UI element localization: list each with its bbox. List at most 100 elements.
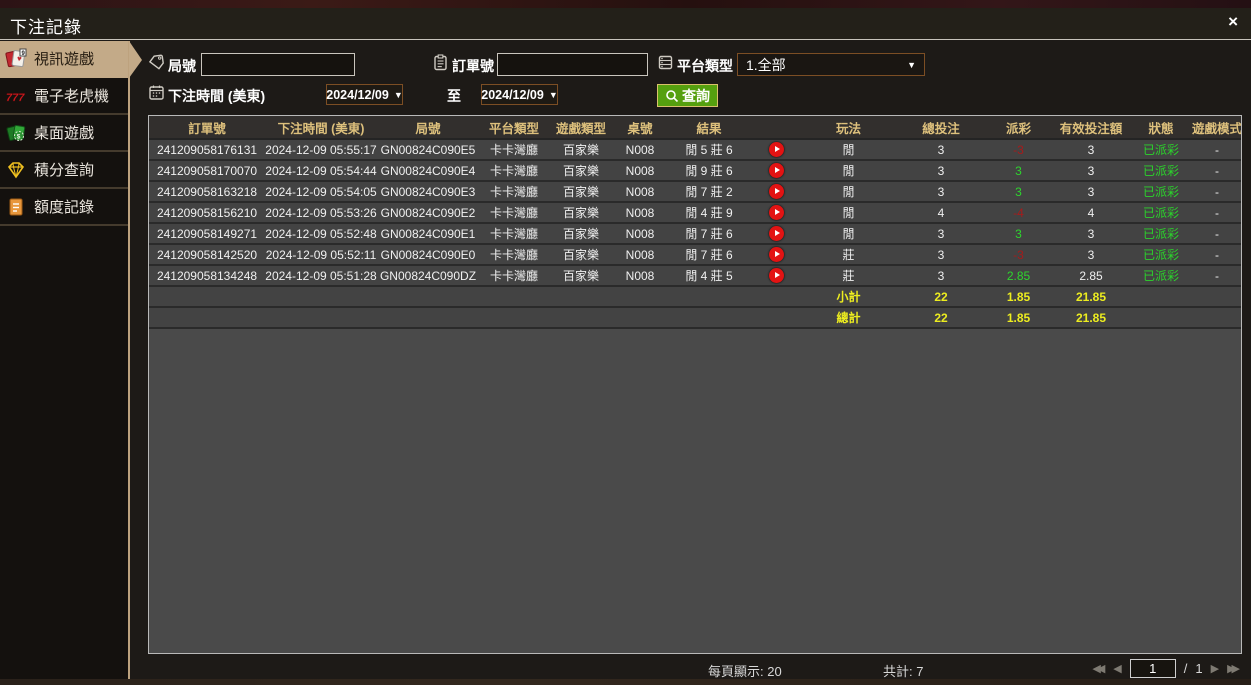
- sidebar-item-label: 積分查詢: [34, 162, 95, 179]
- total-pages-label: 1: [1195, 661, 1203, 676]
- cell-order_no: 241209058163218: [149, 181, 265, 203]
- subtotal-row: 小計 22 1.85 21.85: [149, 286, 1241, 308]
- pager-controls: ◀◀ ◀ / 1 ▶ ▶▶: [1092, 659, 1240, 678]
- cell-game_type: 百家樂: [549, 265, 613, 287]
- bet-time-label: 下注時間 (美東): [168, 88, 266, 104]
- cell-valid_bet: 21.85: [1051, 286, 1131, 308]
- column-header: 結果: [667, 116, 751, 140]
- date-from-picker[interactable]: 2024/12/09 ▼: [326, 84, 403, 105]
- first-page-icon[interactable]: ◀◀: [1092, 663, 1105, 675]
- play-video-icon[interactable]: [768, 184, 784, 200]
- cell-status: 已派彩: [1131, 244, 1191, 266]
- chevron-down-icon: ▼: [548, 89, 558, 100]
- column-header: 訂單號: [149, 116, 265, 140]
- cell-play: [751, 202, 801, 224]
- next-page-icon[interactable]: ▶: [1210, 663, 1220, 675]
- cell-result: [667, 286, 751, 308]
- cell-bet_time: 2024-12-09 05:52:11: [265, 244, 377, 266]
- sidebar-item-credit-records[interactable]: 額度記錄: [0, 189, 128, 226]
- cell-result: 閒 9 莊 6: [667, 160, 751, 182]
- records-table-container: 訂單號 下注時間 (美東) 局號 平台類型 遊戲類型 桌號 結果 玩法 總投注 派彩 有效投注額 狀態…: [148, 115, 1242, 654]
- play-video-icon[interactable]: [768, 268, 784, 284]
- cell-table_no: N008: [613, 223, 667, 245]
- slot-777-icon: 777: [5, 85, 27, 107]
- page-number-input[interactable]: [1129, 659, 1176, 678]
- cell-bet_time: [265, 307, 377, 329]
- cell-round_no: GN00824C090E2: [377, 202, 479, 224]
- cell-total_bet: 22: [896, 286, 986, 308]
- column-header: 有效投注額: [1051, 116, 1131, 140]
- column-header: 玩法: [801, 116, 896, 140]
- cell-payout: -3: [986, 139, 1051, 161]
- play-video-icon[interactable]: [768, 247, 784, 263]
- platform-type-dropdown[interactable]: 1.全部 ▼: [737, 53, 925, 76]
- cell-game_mode: -: [1191, 202, 1241, 224]
- column-header: 桌號: [613, 116, 667, 140]
- total-count-label: 共計: 7: [883, 664, 924, 679]
- sidebar-item-slots[interactable]: 777 電子老虎機: [0, 78, 128, 115]
- play-video-icon[interactable]: [768, 226, 784, 242]
- cell-play: [751, 307, 801, 329]
- cell-game_type: 百家樂: [549, 181, 613, 203]
- cell-order_no: [149, 307, 265, 329]
- cell-status: [1131, 307, 1191, 329]
- cell-total_bet: 3: [896, 181, 986, 203]
- cell-status: 已派彩: [1131, 202, 1191, 224]
- sidebar-item-points[interactable]: 積分查詢: [0, 152, 128, 189]
- sidebar-item-video-games[interactable]: ♥ 9 視訊遊戲: [0, 41, 142, 78]
- cell-valid_bet: 2.85: [1051, 265, 1131, 287]
- cell-status: [1131, 286, 1191, 308]
- chevron-down-icon: ▼: [907, 59, 916, 70]
- round-number-input[interactable]: [201, 53, 355, 76]
- platform-type-label: 平台類型: [677, 58, 733, 74]
- cell-total_bet: 3: [896, 160, 986, 182]
- cell-game_mode: -: [1191, 223, 1241, 245]
- close-icon[interactable]: ×: [1228, 12, 1238, 31]
- cell-valid_bet: 3: [1051, 223, 1131, 245]
- table-row: 241209058176131 2024-12-09 05:55:17 GN0082…: [149, 139, 1241, 161]
- play-video-icon[interactable]: [768, 205, 784, 221]
- cell-valid_bet: 3: [1051, 244, 1131, 266]
- cell-game_mode: -: [1191, 265, 1241, 287]
- cell-payout: 3: [986, 181, 1051, 203]
- play-video-icon[interactable]: [768, 163, 784, 179]
- prev-page-icon[interactable]: ◀: [1113, 663, 1122, 675]
- cell-platform: [479, 286, 549, 308]
- bet-records-modal: 下注記錄 × ♥ 9 視訊遊戲 777: [0, 8, 1251, 679]
- date-to-picker[interactable]: 2024/12/09 ▼: [481, 84, 558, 105]
- background-game-strip-top: [0, 0, 1251, 8]
- video-games-cards-icon: ♥ 9: [5, 48, 27, 70]
- cell-total_bet: 3: [896, 139, 986, 161]
- cell-payout: 3: [986, 223, 1051, 245]
- cell-play: [751, 244, 801, 266]
- cell-total_bet: 4: [896, 202, 986, 224]
- sidebar-item-table-games[interactable]: $ 桌面遊戲: [0, 115, 128, 152]
- cell-game_type: 百家樂: [549, 244, 613, 266]
- cell-play: [751, 181, 801, 203]
- cell-order_no: 241209058134248: [149, 265, 265, 287]
- cell-play_type: 閒: [801, 181, 896, 203]
- cell-order_no: 241209058176131: [149, 139, 265, 161]
- query-button[interactable]: 查詢: [657, 84, 718, 107]
- cell-valid_bet: 3: [1051, 181, 1131, 203]
- page-title: 下注記錄: [10, 18, 82, 37]
- cell-valid_bet: 21.85: [1051, 307, 1131, 329]
- grand-total-row: 總計 22 1.85 21.85: [149, 307, 1241, 329]
- column-header: 下注時間 (美東): [265, 116, 377, 140]
- cell-play_type: 閒: [801, 223, 896, 245]
- cell-round_no: GN00824C090E0: [377, 244, 479, 266]
- order-number-input[interactable]: [497, 53, 648, 76]
- cell-payout: 1.85: [986, 286, 1051, 308]
- pagination-bar: 每頁顯示: 20 共計: 7 ◀◀ ◀ / 1 ▶ ▶▶: [148, 657, 1242, 681]
- cell-table_no: N008: [613, 265, 667, 287]
- last-page-icon[interactable]: ▶▶: [1227, 663, 1240, 675]
- cell-play_type: 莊: [801, 265, 896, 287]
- column-header: 總投注: [896, 116, 986, 140]
- cell-game_type: 百家樂: [549, 223, 613, 245]
- cell-result: [667, 307, 751, 329]
- play-video-icon[interactable]: [768, 142, 784, 158]
- cell-table_no: [613, 307, 667, 329]
- column-header: 局號: [377, 116, 479, 140]
- sidebar: ♥ 9 視訊遊戲 777 電子老虎機: [0, 41, 142, 679]
